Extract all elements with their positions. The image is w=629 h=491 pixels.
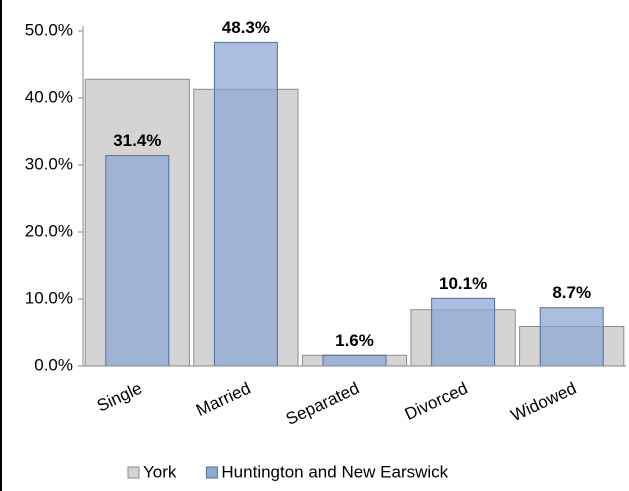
- y-tick-label: 50.0%: [25, 20, 73, 39]
- x-tick-label: Married: [193, 378, 253, 420]
- bar-huntington: [213, 41, 278, 367]
- data-label: 48.3%: [222, 18, 270, 37]
- y-tick-label: 20.0%: [25, 221, 73, 240]
- x-tick-label: Separated: [283, 378, 362, 428]
- data-label: 10.1%: [439, 274, 487, 293]
- legend-label: Huntington and New Earswick: [221, 462, 448, 481]
- y-tick-label: 10.0%: [25, 288, 73, 307]
- legend-swatch: [127, 466, 140, 479]
- x-tick-label: Divorced: [402, 378, 471, 424]
- y-tick-label: 30.0%: [25, 154, 73, 173]
- bar-huntington: [539, 307, 604, 367]
- legend-swatch: [205, 466, 218, 479]
- x-tick-label: Single: [94, 378, 145, 415]
- legend-label: York: [143, 462, 177, 481]
- data-label: 8.7%: [552, 283, 591, 302]
- bar-huntington: [105, 155, 170, 367]
- y-tick-label: 40.0%: [25, 87, 73, 106]
- bar-huntington: [431, 297, 496, 367]
- bar-huntington: [322, 354, 387, 367]
- data-label: 1.6%: [335, 331, 374, 350]
- y-tick-label: 0.0%: [34, 355, 73, 374]
- data-label: 31.4%: [113, 131, 161, 150]
- x-tick-label: Widowed: [508, 378, 579, 425]
